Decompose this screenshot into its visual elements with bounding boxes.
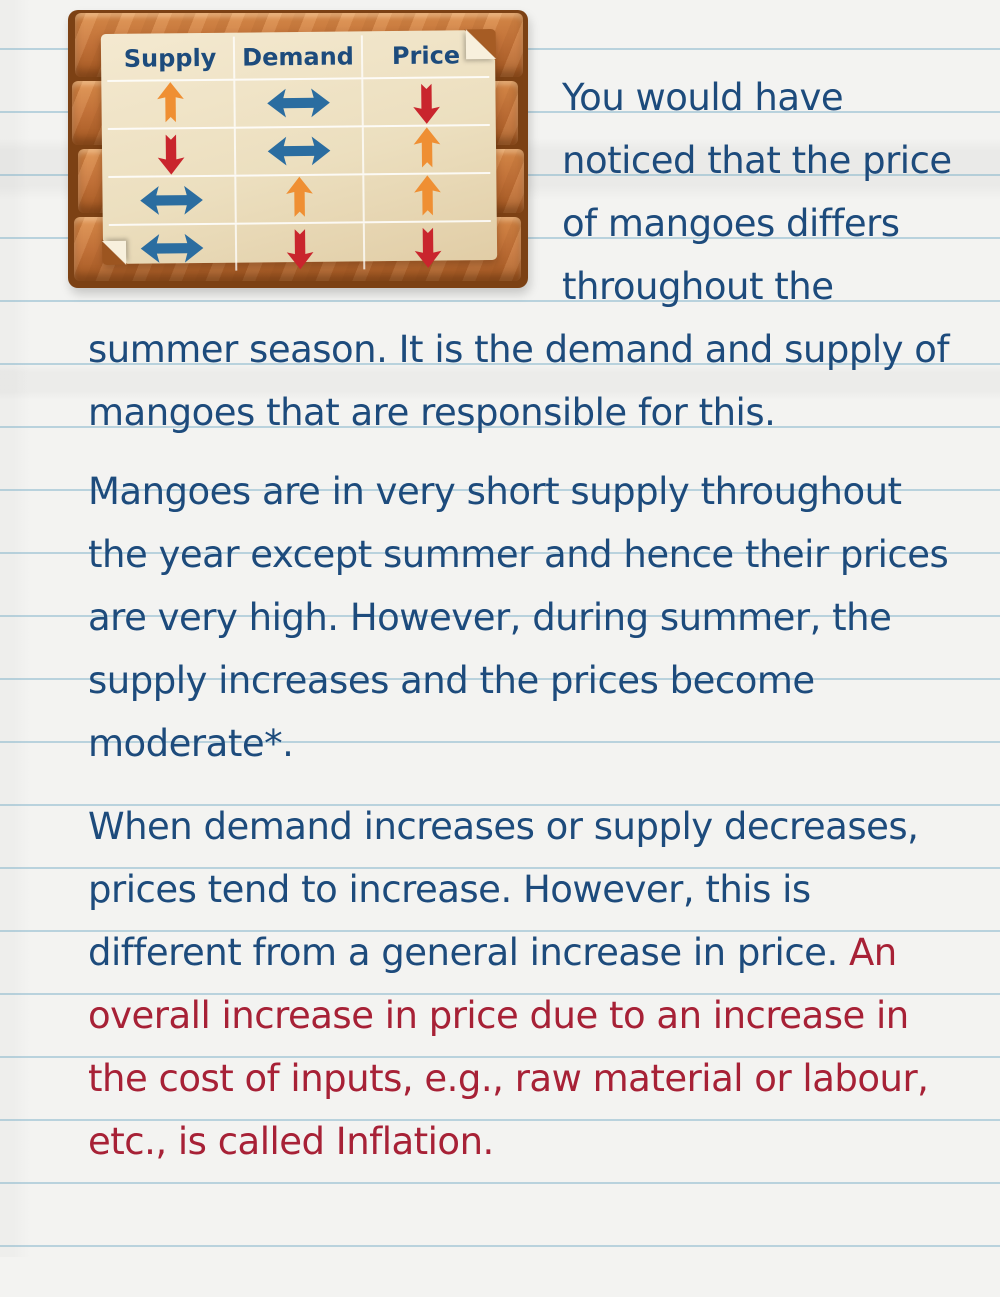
- column-header-supply: Supply: [106, 36, 236, 81]
- price-cell: [364, 174, 490, 221]
- table-header-row: Supply Demand Price: [106, 34, 490, 83]
- demand-cell: [235, 79, 364, 127]
- price-cell: [365, 222, 491, 269]
- column-header-demand: Demand: [234, 35, 364, 79]
- left-right-arrow-icon: [267, 88, 330, 118]
- inflation-definition-red-text: An overall increase in price due to an i…: [88, 931, 929, 1163]
- supply-cell: [108, 176, 237, 224]
- arrow-table: Supply Demand Price: [106, 34, 491, 272]
- supply-cell: [107, 128, 237, 176]
- left-right-arrow-icon: [267, 136, 331, 166]
- demand-cell: [236, 175, 365, 223]
- down-arrow-icon: [414, 227, 442, 268]
- up-arrow-icon: [286, 176, 313, 217]
- board-paper: Supply Demand Price: [100, 28, 498, 272]
- supply-cell: [107, 80, 236, 129]
- down-arrow-icon: [286, 229, 314, 270]
- price-cell: [364, 126, 490, 173]
- demand-cell: [236, 223, 366, 271]
- price-cell: [363, 78, 489, 125]
- left-right-arrow-icon: [140, 185, 203, 215]
- table-row: [108, 222, 491, 272]
- table-row: [108, 173, 491, 226]
- table-row: [107, 78, 490, 131]
- table-row: [107, 126, 491, 178]
- down-arrow-icon: [413, 83, 440, 124]
- table-body: [107, 78, 491, 272]
- left-right-arrow-icon: [140, 233, 204, 263]
- down-arrow-icon: [157, 134, 185, 175]
- supply-demand-price-board: Supply Demand Price: [68, 10, 528, 288]
- paragraph-inflation: When demand increases or supply decrease…: [88, 795, 952, 1173]
- column-header-price: Price: [391, 40, 461, 70]
- up-arrow-icon: [413, 127, 441, 168]
- supply-cell: [108, 224, 238, 272]
- paragraph-inflation-blue-text: When demand increases or supply decrease…: [88, 805, 919, 974]
- demand-cell: [235, 127, 365, 175]
- page-content: Supply Demand Price You would have notic…: [68, 10, 952, 1173]
- up-arrow-icon: [414, 175, 441, 216]
- paragraph-intro: You would have noticed that the price of…: [88, 76, 952, 434]
- up-arrow-icon: [157, 82, 184, 123]
- paragraph-mango-supply: Mangoes are in very short supply through…: [88, 470, 949, 765]
